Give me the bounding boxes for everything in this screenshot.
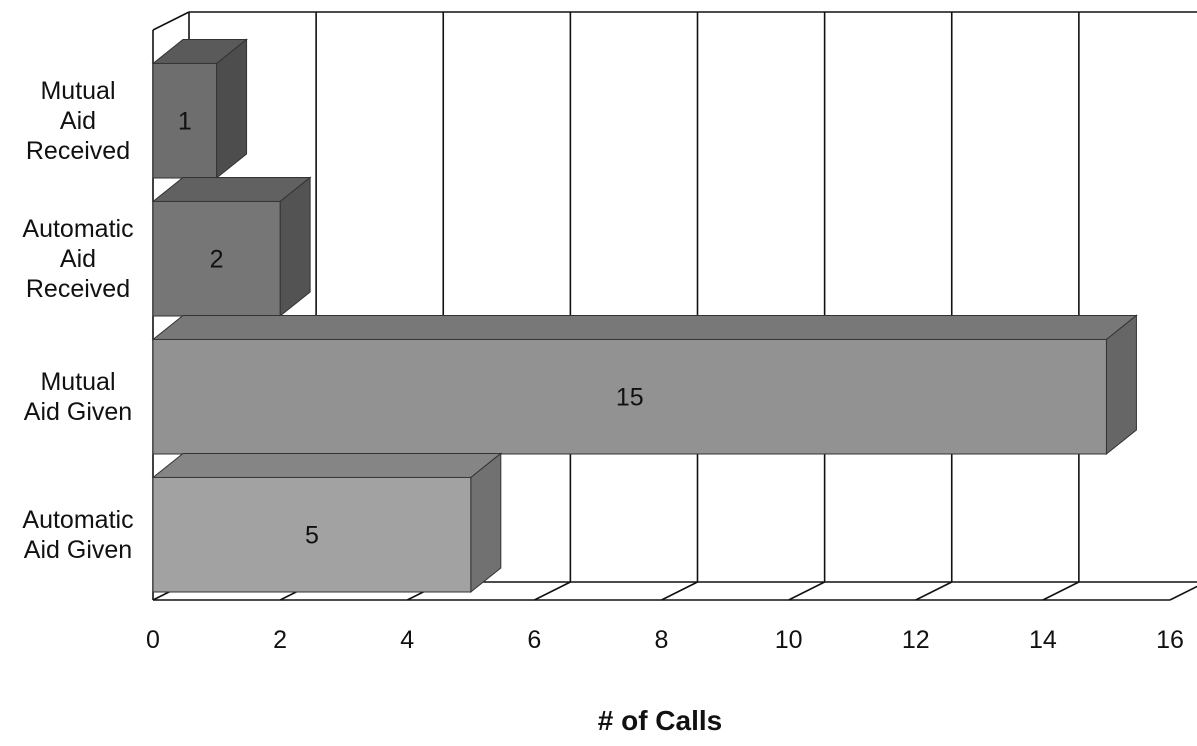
bar-side bbox=[470, 452, 502, 594]
x-tick-label: 4 bbox=[400, 626, 414, 654]
value-label: 15 bbox=[616, 384, 644, 412]
floor-tick bbox=[534, 581, 571, 601]
bar bbox=[151, 314, 1138, 456]
x-tick-label: 8 bbox=[655, 626, 669, 654]
bar-top bbox=[151, 314, 1138, 340]
bar-side bbox=[1105, 314, 1137, 456]
bar-top bbox=[151, 452, 503, 478]
bar-side bbox=[279, 176, 311, 318]
floor-tick bbox=[1169, 585, 1197, 601]
x-tick-label: 10 bbox=[775, 626, 803, 654]
x-tick-label: 6 bbox=[527, 626, 541, 654]
bar-front bbox=[152, 338, 1107, 455]
bar-front bbox=[152, 476, 472, 593]
x-tick-label: 2 bbox=[273, 626, 287, 654]
bar-side bbox=[216, 38, 248, 180]
value-label: 5 bbox=[305, 522, 319, 550]
bar bbox=[151, 452, 503, 594]
y-tick-label: Mutual Aid Received bbox=[25, 76, 131, 165]
bar bbox=[151, 38, 248, 180]
x-tick-label: 14 bbox=[1029, 626, 1057, 654]
floor-tick bbox=[661, 581, 698, 601]
x-tick-label: 0 bbox=[146, 626, 160, 654]
floor-tick bbox=[1042, 581, 1080, 601]
wall-edge bbox=[152, 11, 190, 31]
y-tick-label: Automatic Aid Received bbox=[22, 214, 134, 303]
x-tick-label: 12 bbox=[902, 626, 930, 654]
value-label: 1 bbox=[178, 108, 192, 136]
floor-tick bbox=[788, 581, 825, 601]
value-label: 2 bbox=[210, 246, 224, 274]
floor-tick bbox=[915, 581, 953, 601]
x-tick-label: 16 bbox=[1156, 626, 1184, 654]
y-tick-label: Mutual Aid Given bbox=[23, 367, 133, 426]
x-axis-title: # of Calls bbox=[598, 705, 722, 736]
y-tick-label: Automatic Aid Given bbox=[22, 505, 134, 564]
bar bbox=[151, 176, 312, 318]
